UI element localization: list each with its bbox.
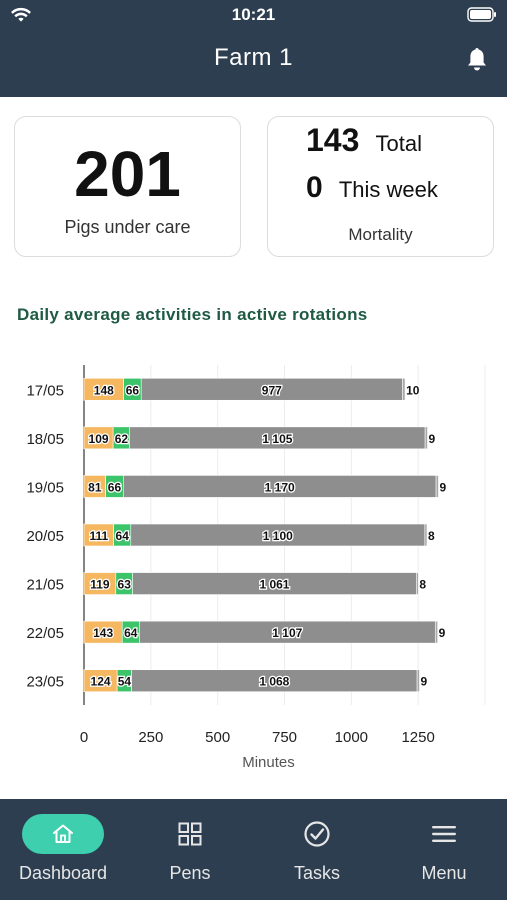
mortality-total-label: Total bbox=[375, 131, 422, 156]
data-label: 148 bbox=[94, 383, 114, 397]
nav-menu-label: Menu bbox=[421, 863, 467, 883]
y-tick-label: 17/05 bbox=[26, 382, 64, 399]
nav-pens-pill bbox=[149, 814, 231, 854]
data-label: 1 061 bbox=[259, 578, 289, 592]
nav-menu-pill bbox=[403, 814, 485, 854]
app-header: 10:21 Farm 1 bbox=[0, 0, 507, 97]
pigs-label: Pigs under care bbox=[64, 217, 191, 237]
data-label: 977 bbox=[262, 383, 282, 397]
data-label: 111 bbox=[89, 529, 108, 543]
x-tick-label: 750 bbox=[272, 729, 297, 746]
data-label: 9 bbox=[439, 626, 446, 640]
data-label: 54 bbox=[118, 675, 132, 689]
mortality-card[interactable]: 143 Total 0 This week Mortality bbox=[267, 116, 494, 257]
mortality-label: Mortality bbox=[348, 225, 413, 244]
mortality-total-row: 143 Total bbox=[306, 122, 422, 159]
x-tick-label: 0 bbox=[80, 729, 88, 746]
nav-tasks-label: Tasks bbox=[293, 863, 340, 883]
bar-segment bbox=[424, 523, 428, 547]
x-tick-label: 250 bbox=[138, 729, 163, 746]
data-label: 64 bbox=[124, 626, 138, 640]
nav-dashboard-label: Dashboard bbox=[18, 863, 108, 883]
status-bar: 10:21 bbox=[0, 0, 507, 30]
y-tick-label: 19/05 bbox=[26, 479, 64, 496]
bar-segment bbox=[416, 669, 420, 693]
home-icon bbox=[53, 824, 73, 843]
bar-segment bbox=[435, 475, 439, 498]
data-label: 8 bbox=[419, 578, 426, 592]
mortality-total-value: 143 bbox=[306, 122, 360, 158]
bar-segment bbox=[434, 620, 438, 644]
data-label: 9 bbox=[439, 480, 446, 494]
nav-tasks-pill bbox=[276, 814, 358, 854]
data-label: 119 bbox=[90, 578, 110, 592]
data-label: 66 bbox=[126, 383, 140, 397]
status-time: 10:21 bbox=[231, 5, 276, 24]
data-label: 8 bbox=[428, 529, 435, 543]
data-label: 109 bbox=[89, 432, 109, 446]
data-label: 1 170 bbox=[265, 480, 295, 494]
mortality-week-row: 0 This week bbox=[306, 171, 438, 205]
data-label: 9 bbox=[429, 432, 436, 446]
x-axis-label: Minutes bbox=[242, 754, 295, 771]
nav-tasks[interactable]: Tasks bbox=[254, 799, 380, 900]
mortality-week-value: 0 bbox=[306, 171, 323, 204]
pigs-count: 201 bbox=[74, 138, 181, 210]
data-label: 64 bbox=[116, 529, 130, 543]
y-tick-label: 23/05 bbox=[26, 674, 64, 691]
nav-dashboard-pill bbox=[22, 814, 104, 854]
bar-segment bbox=[415, 572, 419, 595]
bar-segment bbox=[424, 426, 428, 450]
x-tick-label: 1000 bbox=[335, 729, 368, 746]
data-label: 9 bbox=[421, 675, 428, 689]
nav-pens[interactable]: Pens bbox=[127, 799, 253, 900]
data-label: 63 bbox=[118, 578, 132, 592]
activity-chart: 17/05 148 66 977 10 18/05 109 62 1 105 9 19/05 81 66… bbox=[26, 365, 486, 771]
nav-menu[interactable]: Menu bbox=[381, 799, 507, 900]
data-label: 124 bbox=[91, 675, 111, 689]
data-label: 1 068 bbox=[259, 675, 289, 689]
data-label: 1 100 bbox=[263, 529, 293, 543]
menu-icon bbox=[432, 826, 456, 842]
check-circle-icon bbox=[304, 821, 330, 847]
chart-title: Daily average activities in active rotat… bbox=[17, 305, 368, 324]
data-label: 66 bbox=[108, 480, 122, 494]
grid-icon bbox=[178, 822, 202, 846]
data-label: 10 bbox=[406, 383, 420, 397]
data-label: 81 bbox=[88, 480, 102, 494]
wifi-icon bbox=[11, 7, 31, 22]
mortality-week-label: This week bbox=[338, 177, 438, 202]
y-tick-label: 20/05 bbox=[26, 528, 64, 545]
nav-pens-label: Pens bbox=[169, 863, 211, 883]
x-tick-label: 500 bbox=[205, 729, 230, 746]
battery-icon bbox=[467, 7, 496, 22]
bell-icon[interactable] bbox=[465, 46, 489, 72]
page-title: Farm 1 bbox=[213, 44, 293, 71]
bar-segment bbox=[402, 377, 406, 401]
x-tick-label: 1250 bbox=[401, 729, 434, 746]
data-label: 1 105 bbox=[262, 432, 292, 446]
pigs-card[interactable]: 201 Pigs under care bbox=[14, 116, 241, 257]
y-tick-label: 18/05 bbox=[26, 431, 64, 448]
bottom-nav: Dashboard Pens Tasks bbox=[0, 799, 507, 900]
data-label: 143 bbox=[93, 626, 113, 640]
data-label: 1 107 bbox=[272, 626, 302, 640]
y-tick-label: 22/05 bbox=[26, 625, 64, 642]
nav-dashboard[interactable]: Dashboard bbox=[0, 799, 126, 900]
data-label: 62 bbox=[115, 432, 129, 446]
y-tick-label: 21/05 bbox=[26, 577, 64, 594]
